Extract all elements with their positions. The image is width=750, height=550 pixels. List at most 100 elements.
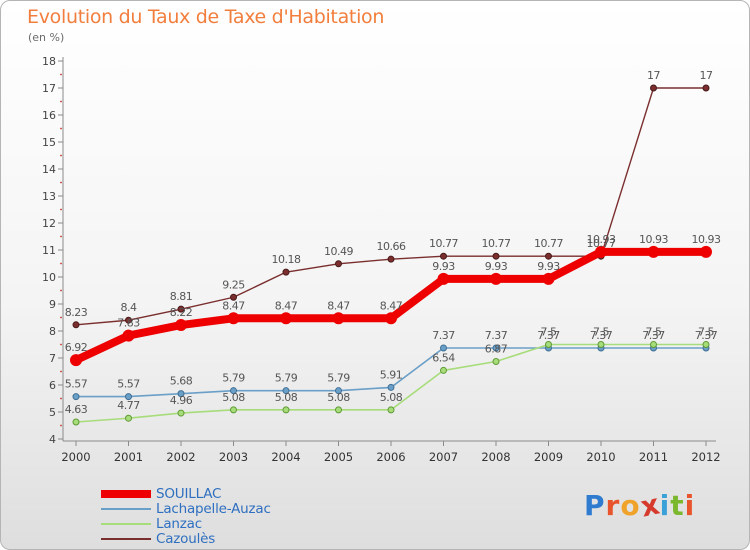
data-point [125, 414, 132, 422]
data-point [177, 305, 185, 313]
data-label: 7.37 [642, 329, 665, 342]
data-label: 7.5 [646, 326, 662, 339]
data-point [492, 344, 500, 352]
data-label: 8.47 [275, 299, 298, 312]
data-label: 5.91 [380, 368, 403, 381]
data-point [700, 245, 712, 258]
data-label: 8.47 [327, 299, 350, 312]
data-label: 7.5 [541, 326, 557, 339]
x-tick-label: 2008 [481, 450, 510, 464]
data-label: 6.92 [65, 341, 88, 354]
data-label: 6.87 [485, 343, 508, 356]
data-label: 10.66 [377, 240, 406, 253]
y-tick-label: 9 [49, 298, 56, 311]
y-axis-minor-tick [60, 262, 62, 265]
logo-letter: o [620, 489, 641, 522]
data-label: 10.77 [429, 237, 458, 250]
data-point [177, 409, 185, 417]
data-label: 8.22 [170, 306, 193, 319]
data-point [595, 245, 607, 258]
x-tick-label: 2004 [271, 450, 300, 464]
x-tick-label: 2003 [219, 450, 248, 464]
data-point [437, 272, 450, 285]
x-tick-label: 2005 [324, 450, 353, 464]
data-point [335, 406, 342, 414]
data-label: 9.93 [537, 260, 560, 273]
data-point [230, 293, 237, 301]
y-tick-label: 10 [42, 271, 56, 284]
data-label: 9.93 [432, 260, 455, 273]
data-point [282, 406, 290, 414]
y-axis-minor-tick [60, 370, 62, 373]
data-point [227, 312, 240, 325]
data-point [650, 84, 657, 92]
x-tick-label: 2002 [166, 450, 195, 464]
data-label: 9.25 [222, 278, 245, 291]
y-tick-label: 11 [42, 244, 56, 257]
data-label: 17 [700, 69, 713, 82]
y-axis-minor-tick [60, 289, 62, 292]
y-axis-minor-tick [60, 127, 62, 130]
data-label: 8.47 [380, 299, 403, 312]
data-label: 9.93 [485, 260, 508, 273]
data-label: 5.08 [327, 391, 350, 404]
data-point [230, 406, 237, 414]
data-label: 7.37 [590, 329, 613, 342]
data-label: 4.96 [170, 394, 193, 407]
y-axis-minor-tick [60, 73, 62, 76]
data-label: 5.79 [222, 372, 245, 385]
logo-letter: i [659, 489, 671, 522]
y-axis-minor-tick [60, 424, 62, 427]
data-point [282, 268, 290, 276]
data-label: 10.77 [534, 237, 563, 250]
data-label: 5.57 [65, 378, 88, 391]
data-point [702, 341, 710, 348]
data-point [647, 245, 660, 258]
data-label: 5.79 [327, 372, 350, 385]
data-point [122, 329, 135, 342]
chart-title: Evolution du Taux de Taxe d'Habitation [27, 6, 385, 28]
legend-swatch [101, 508, 151, 510]
x-tick-label: 2007 [429, 450, 458, 464]
y-tick-label: 5 [49, 406, 56, 419]
y-axis-minor-tick [60, 208, 62, 211]
y-tick-label: 4 [49, 433, 56, 446]
logo-letter: t [670, 489, 685, 522]
data-point [387, 406, 395, 414]
data-label: 7.5 [698, 326, 714, 339]
legend-label: SOUILLAC [156, 486, 222, 502]
y-tick-label: 12 [42, 217, 56, 230]
data-point [545, 341, 552, 348]
data-label: 5.08 [222, 391, 245, 404]
data-point [125, 316, 132, 324]
data-point [72, 321, 80, 329]
data-label: 17 [647, 69, 660, 82]
proxiti-logo: Proxiti [584, 487, 696, 523]
legend-label: Lachapelle-Auzac [156, 501, 271, 517]
y-tick-label: 8 [49, 325, 56, 338]
data-label: 5.08 [380, 391, 403, 404]
x-tick-label: 2006 [376, 450, 405, 464]
x-tick-label: 2011 [639, 450, 668, 464]
y-tick-label: 18 [42, 55, 56, 68]
y-tick-label: 14 [42, 163, 56, 176]
data-label: 8.81 [170, 290, 193, 303]
y-axis-minor-tick [60, 343, 62, 346]
data-point [282, 387, 290, 395]
data-point [492, 252, 500, 260]
data-point [72, 393, 80, 401]
logo-letter: i [684, 489, 696, 522]
y-axis-minor-tick [60, 235, 62, 238]
legend-label: Cazoulès [156, 531, 216, 547]
data-label: 7.37 [432, 329, 455, 342]
logo-letter: P [584, 489, 606, 522]
data-point [542, 272, 555, 285]
data-label: 7.5 [593, 326, 609, 339]
data-point [72, 418, 80, 426]
data-label: 10.93 [587, 233, 616, 246]
data-point [440, 344, 447, 352]
data-label: 10.93 [639, 233, 668, 246]
y-axis-minor-tick [60, 397, 62, 400]
y-axis-minor-tick [60, 154, 62, 157]
